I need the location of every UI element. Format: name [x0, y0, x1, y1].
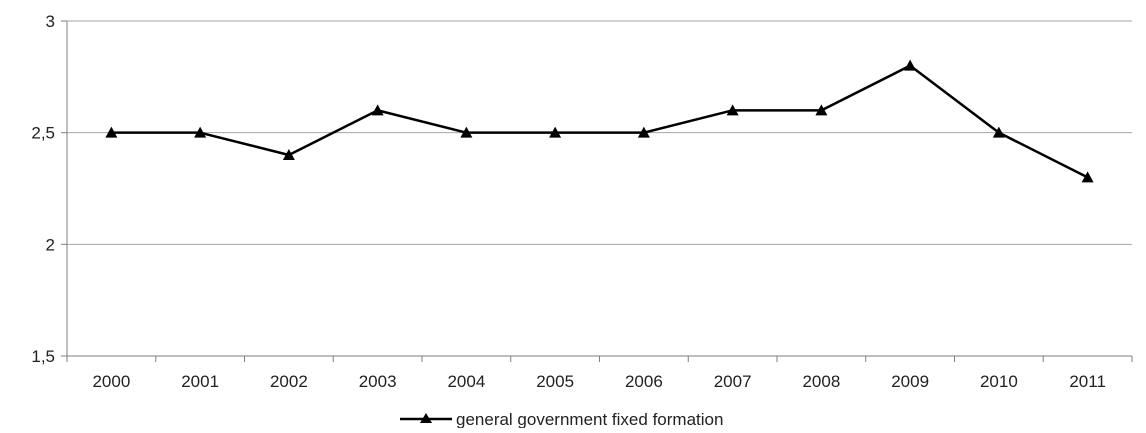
data-point-triangle: [460, 126, 473, 138]
x-tick-label: 2001: [181, 372, 219, 391]
data-point-triangle: [105, 126, 118, 138]
x-tick-label: 2010: [980, 372, 1018, 391]
y-tick-label: 2,5: [31, 124, 55, 143]
x-tick-label: 2006: [625, 372, 663, 391]
data-point-triangle: [726, 104, 739, 116]
data-point-triangle: [371, 104, 384, 116]
x-tick-label: 2009: [891, 372, 929, 391]
x-tick-label: 2002: [270, 372, 308, 391]
data-point-triangle: [637, 126, 650, 138]
data-point-triangle: [815, 104, 828, 116]
x-tick-label: 2005: [536, 372, 574, 391]
legend: general government fixed formation: [400, 410, 723, 429]
x-tick-labels: 2000 2001 2002 2003 2004 2005 2006 2007 2008 2009…: [92, 372, 1105, 391]
axes: [61, 20, 1133, 362]
x-tick-label: 2003: [359, 372, 397, 391]
y-tick-labels: 1,5 2 2,5 3: [31, 12, 55, 366]
y-tick-label: 2: [46, 235, 55, 254]
legend-label: general government fixed formation: [456, 410, 723, 428]
data-point-triangle: [282, 149, 295, 160]
x-tick-label: 2008: [802, 372, 840, 391]
y-tick-label: 1,5: [31, 347, 55, 366]
data-point-triangle: [904, 59, 917, 71]
series-line: [111, 64, 1089, 179]
data-point-triangle: [194, 126, 207, 138]
x-tick-label: 2000: [92, 372, 130, 391]
data-point-triangle: [992, 126, 1005, 138]
x-tick-label: 2004: [447, 372, 485, 391]
data-point-triangle: [549, 126, 562, 138]
legend-marker-triangle-icon: [420, 413, 432, 423]
x-tick-label: 2011: [1069, 372, 1106, 391]
y-tick-label: 3: [46, 12, 55, 31]
data-point-triangle: [1081, 171, 1094, 183]
series: [105, 59, 1094, 183]
x-tick-label: 2007: [714, 372, 752, 391]
